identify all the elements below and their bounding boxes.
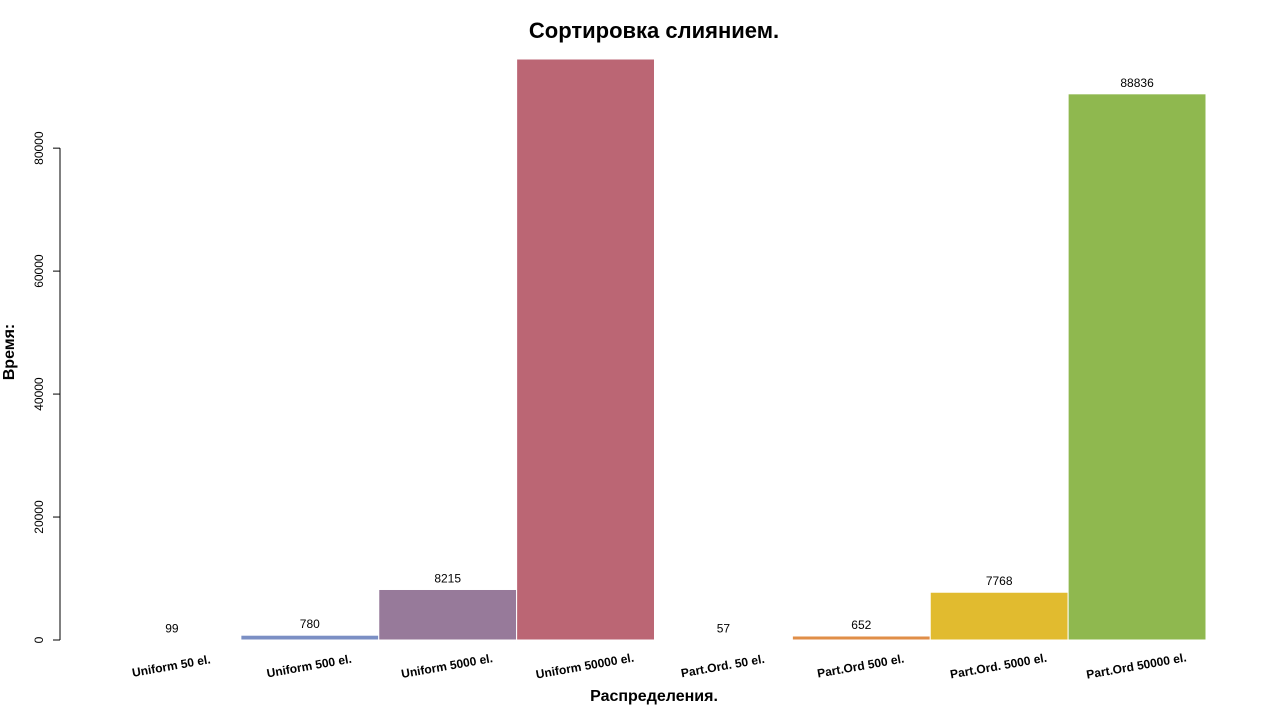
y-axis: 0 20000 40000 60000 80000 [32, 131, 61, 643]
bar [791, 635, 931, 641]
category-label: Part.Ord 500 el. [816, 652, 905, 681]
category-label: Part.Ord. 50 el. [680, 652, 766, 680]
category-labels-group: Uniform 50 el. Uniform 500 el. Uniform 500… [131, 650, 1188, 681]
bar-value-label: 652 [851, 618, 871, 632]
bar-value-label: 780 [300, 617, 320, 631]
y-tick-label: 20000 [32, 500, 46, 534]
bar [102, 638, 242, 641]
category-label: Part.Ord 50000 el. [1085, 650, 1187, 681]
bar [378, 588, 518, 641]
category-label: Part.Ord. 5000 el. [949, 651, 1048, 682]
bar-value-label: 57 [717, 622, 731, 636]
bar-value-label: 99 [165, 621, 179, 635]
chart-title: Сортировка слиянием. [529, 18, 779, 43]
category-label: Uniform 50 el. [131, 652, 212, 680]
bar [240, 634, 380, 641]
bar [929, 591, 1069, 641]
category-label: Uniform 5000 el. [400, 651, 494, 681]
bar-value-label: 8215 [434, 571, 461, 585]
value-labels-group: 99 780 8215 57 652 7768 88836 [165, 76, 1154, 636]
bars-group [102, 58, 1207, 641]
bar [516, 58, 655, 641]
y-tick-label: 80000 [32, 131, 46, 165]
y-tick-label: 60000 [32, 254, 46, 288]
bar-value-label: 88836 [1120, 76, 1154, 90]
x-axis-label: Распределения. [590, 688, 718, 705]
y-tick-label: 0 [32, 636, 46, 643]
y-tick-label: 40000 [32, 377, 46, 411]
y-axis-label: Время: [1, 324, 18, 381]
bar-value-label: 7768 [986, 574, 1013, 588]
category-label: Uniform 50000 el. [535, 651, 635, 682]
category-label: Uniform 500 el. [266, 652, 353, 681]
bar [1067, 93, 1207, 641]
